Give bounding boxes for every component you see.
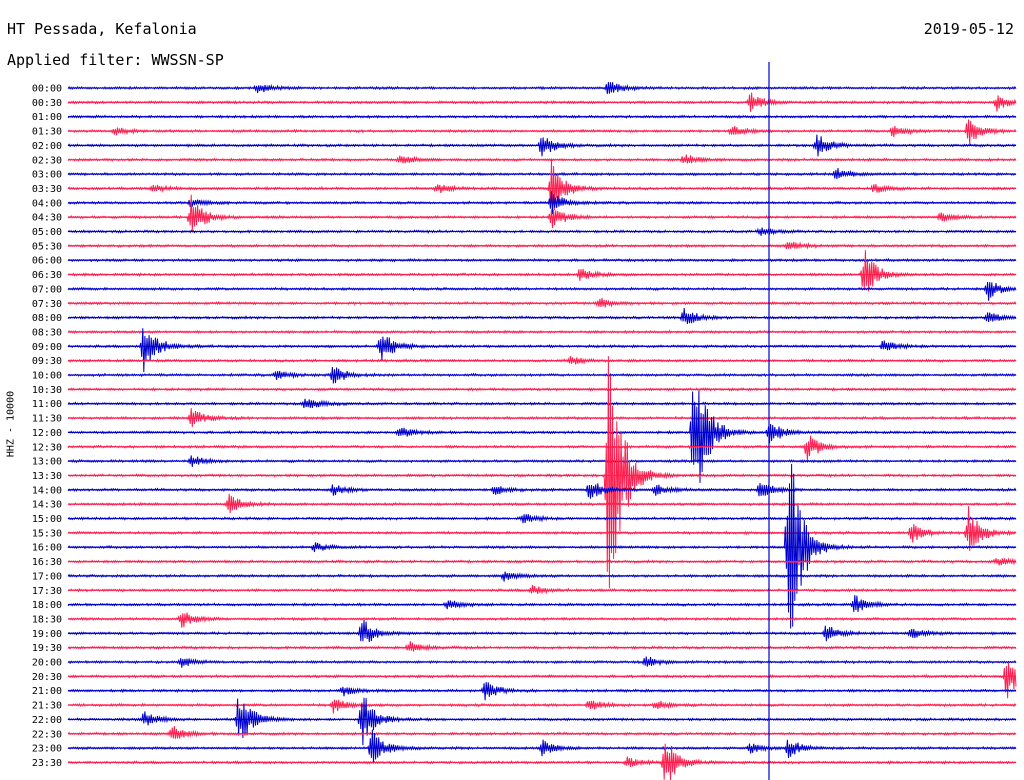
seismic-trace-row bbox=[67, 356, 1017, 589]
row-time-label: 23:00 bbox=[32, 744, 62, 755]
seismic-trace-row bbox=[67, 641, 1017, 652]
seismic-trace-row bbox=[67, 308, 1017, 324]
row-time-label: 00:30 bbox=[32, 98, 62, 109]
seismic-trace-row bbox=[67, 729, 1017, 764]
row-time-label: 08:00 bbox=[32, 313, 62, 324]
seismic-trace-row bbox=[67, 435, 1017, 461]
seismic-trace-row bbox=[67, 620, 1017, 643]
row-time-label: 10:00 bbox=[32, 371, 62, 382]
row-time-label: 10:30 bbox=[32, 385, 62, 396]
seismic-trace-row bbox=[67, 328, 1017, 373]
row-time-label: 02:00 bbox=[32, 141, 62, 152]
row-time-label: 13:00 bbox=[32, 457, 62, 468]
row-time-label: 06:00 bbox=[32, 256, 62, 267]
row-time-label: 16:00 bbox=[32, 543, 62, 554]
seismic-trace-row bbox=[67, 463, 1017, 629]
row-time-label: 21:00 bbox=[32, 686, 62, 697]
station-title: HT Pessada, Kefalonia bbox=[7, 20, 197, 38]
row-time-label: 18:30 bbox=[32, 614, 62, 625]
row-time-label: 05:00 bbox=[32, 227, 62, 238]
row-time-label: 15:00 bbox=[32, 514, 62, 525]
seismic-trace-row bbox=[67, 506, 1017, 552]
seismic-trace-row bbox=[67, 584, 1017, 595]
row-time-label: 09:30 bbox=[32, 356, 62, 367]
filter-label: Applied filter: WWSSN-SP bbox=[7, 51, 224, 69]
row-time-label: 08:30 bbox=[32, 327, 62, 338]
row-time-label: 14:00 bbox=[32, 485, 62, 496]
seismic-trace-row bbox=[67, 134, 1017, 157]
row-time-label: 12:30 bbox=[32, 442, 62, 453]
row-time-label: 01:30 bbox=[32, 127, 62, 138]
row-time-label: 07:00 bbox=[32, 284, 62, 295]
seismic-trace-row bbox=[67, 483, 1017, 499]
row-time-label: 05:30 bbox=[32, 241, 62, 252]
row-time-label: 09:00 bbox=[32, 342, 62, 353]
row-time-label: 19:30 bbox=[32, 643, 62, 654]
row-time-label: 20:00 bbox=[32, 658, 62, 669]
seismic-trace-row bbox=[67, 119, 1017, 146]
seismic-trace-row bbox=[67, 282, 1017, 301]
seismic-trace-row bbox=[67, 595, 1017, 612]
row-time-label: 02:30 bbox=[32, 155, 62, 166]
seismic-trace-row bbox=[67, 656, 1017, 668]
row-time-label: 19:00 bbox=[32, 629, 62, 640]
seismic-trace-row bbox=[67, 82, 1017, 95]
row-time-label: 00:00 bbox=[32, 84, 62, 95]
row-time-label: 17:00 bbox=[32, 571, 62, 582]
seismic-trace-row bbox=[67, 194, 1017, 232]
row-time-label: 07:30 bbox=[32, 299, 62, 310]
row-time-label: 04:00 bbox=[32, 198, 62, 209]
row-time-label: 18:00 bbox=[32, 600, 62, 611]
seismic-trace-row bbox=[67, 227, 1017, 236]
row-time-label: 12:00 bbox=[32, 428, 62, 439]
row-time-label: 13:30 bbox=[32, 471, 62, 482]
seismic-trace-row bbox=[67, 493, 1017, 514]
seismic-trace-row bbox=[67, 250, 1017, 292]
row-time-label: 01:00 bbox=[32, 112, 62, 123]
seismic-trace-row bbox=[67, 571, 1017, 582]
row-time-label: 11:30 bbox=[32, 414, 62, 425]
row-time-label: 04:30 bbox=[32, 213, 62, 224]
row-time-label: 03:30 bbox=[32, 184, 62, 195]
row-time-label: 23:30 bbox=[32, 758, 62, 769]
row-time-label: 17:30 bbox=[32, 586, 62, 597]
seismic-trace-row bbox=[67, 408, 1017, 427]
seismic-trace-row bbox=[67, 697, 1017, 746]
seismic-trace-row bbox=[67, 662, 1017, 699]
seismic-trace-row bbox=[67, 329, 1017, 335]
row-time-label: 03:00 bbox=[32, 170, 62, 181]
row-time-label: 15:30 bbox=[32, 528, 62, 539]
seismic-trace-row bbox=[67, 167, 1017, 180]
row-time-label: 20:30 bbox=[32, 672, 62, 683]
row-time-label: 21:30 bbox=[32, 701, 62, 712]
record-date: 2019-05-12 bbox=[923, 20, 1014, 38]
row-time-label: 14:30 bbox=[32, 500, 62, 511]
seismic-trace-row bbox=[67, 612, 1017, 628]
seismic-trace-row bbox=[67, 726, 1017, 739]
row-time-label: 11:00 bbox=[32, 399, 62, 410]
seismic-trace-row bbox=[67, 699, 1017, 714]
row-time-label: 22:00 bbox=[32, 715, 62, 726]
row-time-label: 16:30 bbox=[32, 557, 62, 568]
row-time-label: 22:30 bbox=[32, 729, 62, 740]
row-time-label: 06:30 bbox=[32, 270, 62, 281]
